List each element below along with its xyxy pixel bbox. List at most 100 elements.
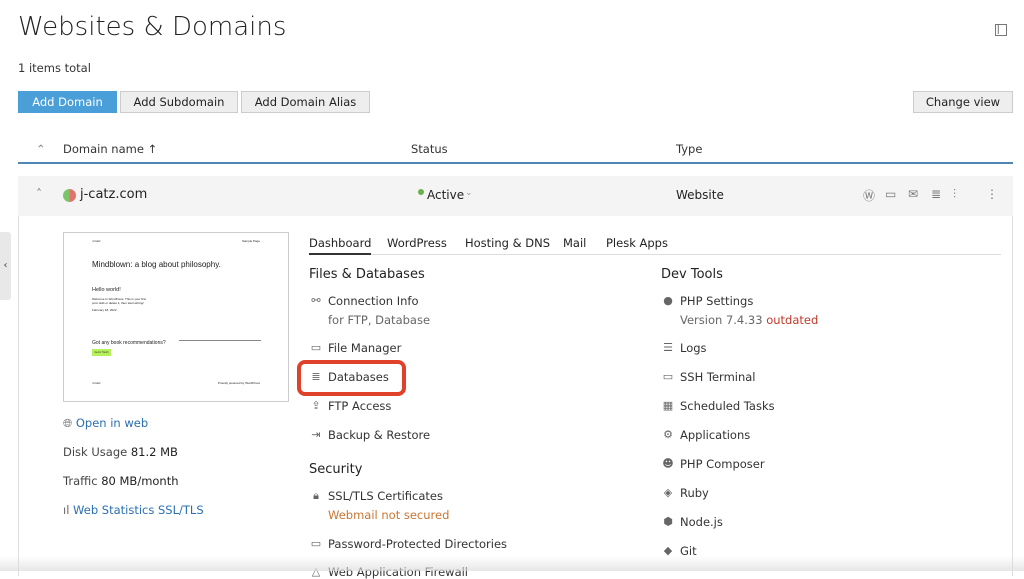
file-manager-link[interactable]: ▭ File Manager: [309, 341, 402, 355]
change-view-button[interactable]: Change view: [913, 91, 1013, 113]
tab-dashboard[interactable]: Dashboard: [309, 236, 372, 255]
page-title: Websites & Domains: [18, 12, 287, 42]
disk-usage-label: Disk Usage: [63, 445, 128, 459]
connection-info-link[interactable]: ⚯ Connection Info: [309, 294, 419, 308]
column-type[interactable]: Type: [676, 142, 703, 156]
gear-icon: ⚙: [663, 428, 673, 441]
domain-name-link[interactable]: j-catz.com: [80, 187, 148, 202]
domain-type: Website: [676, 188, 724, 202]
wordpress-icon[interactable]: Ⓦ: [863, 189, 876, 203]
traffic: Traffic 80 MB/month: [63, 474, 179, 488]
ftp-access-label: FTP Access: [328, 399, 392, 413]
ssl-label: SSL/TLS Certificates: [328, 489, 443, 503]
security-heading: Security: [309, 462, 363, 477]
databases-link[interactable]: ≣ Databases: [309, 370, 389, 384]
web-statistics-label: Web Statistics SSL/TLS: [73, 503, 204, 517]
terminal-icon: ▭: [662, 370, 674, 383]
tab-wordpress[interactable]: WordPress: [387, 236, 447, 250]
add-domain-button[interactable]: Add Domain: [18, 91, 117, 113]
column-status[interactable]: Status: [411, 142, 448, 156]
ssl-warning: Webmail not secured: [328, 508, 450, 522]
nodejs-label: Node.js: [680, 515, 723, 529]
preview-site-name: J-Catz: [92, 239, 101, 243]
backup-restore-label: Backup & Restore: [328, 428, 431, 442]
git-link[interactable]: ◆ Git: [661, 544, 697, 558]
open-in-web-link[interactable]: 🌐︎ Open in web: [63, 416, 148, 431]
nodejs-icon: ⬢: [663, 515, 673, 528]
databases-label: Databases: [328, 370, 389, 384]
ftp-access-link[interactable]: ⇪ FTP Access: [309, 399, 391, 413]
preview-post-title: Hello world!: [92, 287, 121, 293]
calendar-icon: ▦: [662, 399, 674, 412]
chart-icon: ıl: [63, 503, 70, 517]
disk-usage-value: 81.2 MB: [130, 445, 178, 459]
mail-icon[interactable]: ✉: [908, 187, 919, 201]
composer-icon: ☻: [662, 457, 674, 470]
add-domain-alias-button[interactable]: Add Domain Alias: [241, 91, 370, 113]
preview-heading: Mindblown: a blog about philosophy.: [92, 260, 221, 269]
site-preview[interactable]: J-Catz Sample Page Mindblown: a blog abo…: [63, 232, 289, 402]
database-icon: ≣: [311, 370, 321, 383]
chevron-left-icon[interactable]: ‹: [0, 232, 11, 300]
scheduled-tasks-label: Scheduled Tasks: [680, 399, 775, 413]
file-manager-label: File Manager: [328, 341, 402, 355]
ruby-label: Ruby: [680, 486, 709, 500]
site-favicon-icon: [63, 189, 76, 202]
database-icon[interactable]: ≣: [931, 187, 942, 201]
chevron-up-icon[interactable]: ˄: [36, 187, 42, 201]
logs-link[interactable]: ☰ Logs: [661, 341, 706, 355]
scheduled-tasks-link[interactable]: ▦ Scheduled Tasks: [661, 399, 775, 413]
highlight-box: [297, 360, 406, 396]
git-label: Git: [680, 544, 697, 558]
column-domain-name[interactable]: Domain name ↑: [63, 142, 158, 156]
tab-hosting-dns[interactable]: Hosting & DNS: [465, 236, 551, 250]
php-settings-label: PHP Settings: [680, 294, 754, 308]
sidebar-collapse-icon[interactable]: ▏: [995, 24, 1007, 36]
php-version: Version 7.4.33 outdated: [680, 313, 818, 327]
disk-usage: Disk Usage 81.2 MB: [63, 445, 178, 459]
status-badge[interactable]: Active: [427, 188, 465, 202]
backup-restore-link[interactable]: ⇥ Backup & Restore: [309, 428, 430, 442]
preview-footer-right: Proudly powered by WordPress: [217, 381, 260, 385]
scroll-fade: [0, 556, 1024, 571]
nodejs-link[interactable]: ⬢ Node.js: [661, 515, 723, 529]
globe-icon: 🌐︎: [63, 416, 73, 430]
ssh-terminal-link[interactable]: ▭ SSH Terminal: [661, 370, 756, 384]
php-composer-link[interactable]: ☻ PHP Composer: [661, 457, 764, 471]
git-icon: ◆: [663, 544, 673, 557]
preview-date: February 18, 2022: [92, 308, 117, 312]
tab-plesk-apps[interactable]: Plesk Apps: [606, 236, 668, 250]
ssl-certificates-link[interactable]: 🔒︎ SSL/TLS Certificates: [309, 489, 443, 503]
status-dot-icon: [418, 189, 424, 195]
connection-info-label: Connection Info: [328, 294, 419, 308]
connection-info-sub: for FTP, Database: [328, 313, 431, 327]
preview-nav: Sample Page: [241, 239, 260, 243]
add-subdomain-button[interactable]: Add Subdomain: [120, 91, 238, 113]
ruby-link[interactable]: ◈ Ruby: [661, 486, 709, 500]
lock-icon: 🔒︎: [313, 489, 319, 502]
ruby-icon: ◈: [663, 486, 673, 499]
list-icon: ☰: [663, 341, 673, 354]
php-settings-link[interactable]: ● PHP Settings: [661, 294, 753, 308]
chevron-down-icon[interactable]: ⌄: [465, 188, 473, 198]
items-total: 1 items total: [18, 61, 91, 75]
applications-label: Applications: [680, 428, 751, 442]
ssh-terminal-label: SSH Terminal: [680, 370, 756, 384]
preview-cta-button: Get in Touch: [92, 349, 111, 356]
web-statistics-link[interactable]: ıl Web Statistics SSL/TLS: [63, 503, 204, 517]
settings-icon[interactable]: ⫶: [953, 187, 957, 201]
table-row: ˄ j-catz.com Active ⌄ Website Ⓦ ▭ ✉ ≣ ⫶ …: [18, 176, 1013, 216]
link-icon: ⚯: [311, 294, 321, 307]
traffic-label: Traffic: [63, 474, 98, 488]
traffic-value: 80 MB/month: [101, 474, 179, 488]
files-databases-heading: Files & Databases: [309, 267, 425, 282]
table-header: ⌃ Domain name ↑ Status Type: [18, 134, 1013, 164]
password-directories-link[interactable]: ▭ Password-Protected Directories: [309, 537, 507, 551]
folder-icon[interactable]: ▭: [885, 187, 897, 201]
collapse-all-icon[interactable]: ⌃: [36, 142, 46, 156]
more-icon[interactable]: ⋮: [986, 187, 998, 201]
tab-mail[interactable]: Mail: [563, 236, 587, 250]
php-icon: ●: [663, 294, 673, 307]
domain-tabs: Dashboard WordPress Hosting & DNS Mail P…: [309, 234, 1001, 255]
applications-link[interactable]: ⚙ Applications: [661, 428, 750, 442]
